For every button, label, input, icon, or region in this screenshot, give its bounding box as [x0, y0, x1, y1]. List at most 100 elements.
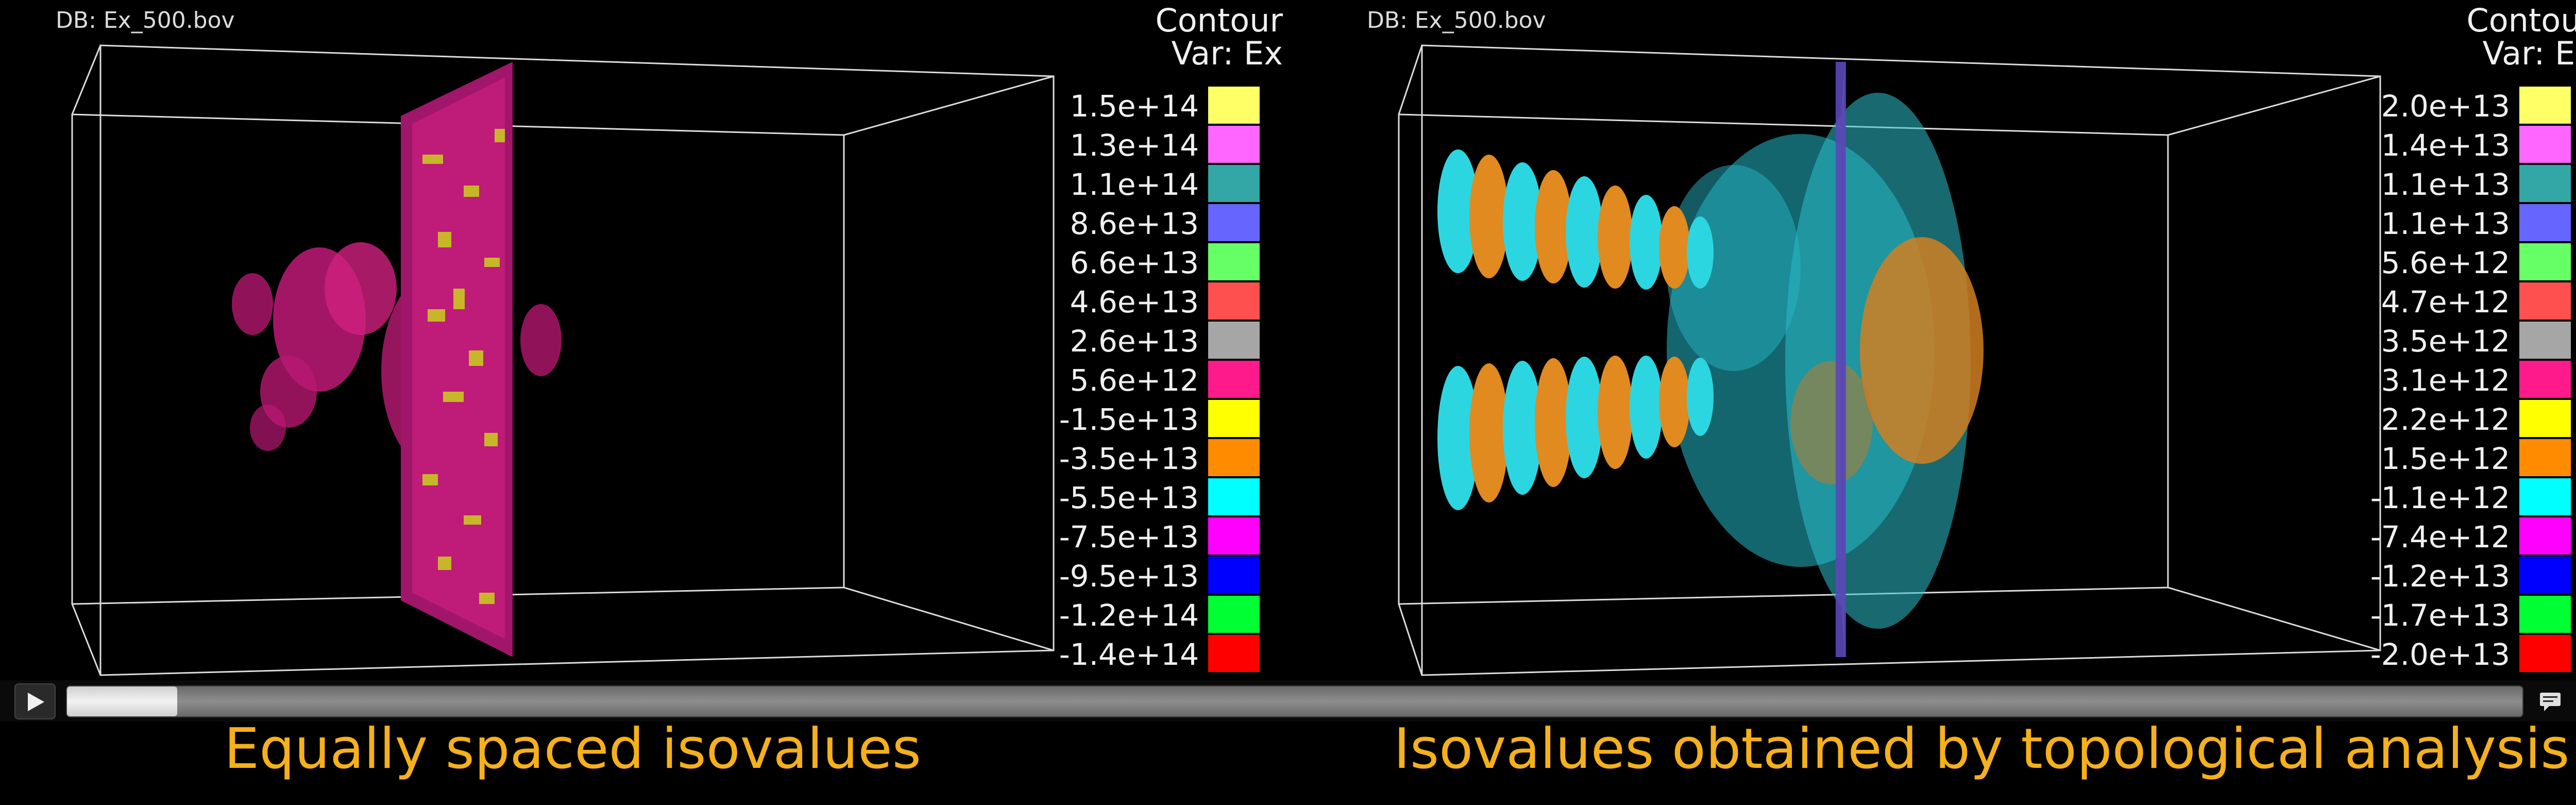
- legend-entry: 1.5e+14: [992, 87, 1260, 126]
- legend-value: 4.6e+13: [1070, 284, 1199, 320]
- legend-swatch: [1208, 361, 1260, 398]
- isosurface-rings-top: [1437, 149, 1714, 290]
- left-3d-scene[interactable]: [0, 0, 1311, 680]
- legend-entry: 1.4e+13: [2303, 126, 2571, 165]
- legend-swatch: [1208, 87, 1260, 124]
- legend-entry: 1.1e+13: [2303, 204, 2571, 243]
- volume-button[interactable]: [2573, 690, 2576, 713]
- legend-value: -5.5e+13: [1059, 480, 1199, 515]
- legend-value: -3.5e+13: [1059, 441, 1199, 476]
- legend-swatch: [2519, 439, 2571, 476]
- captions-icon: [2540, 693, 2561, 711]
- progress-bar-fill: [67, 686, 178, 716]
- legend-swatch: [2519, 165, 2571, 202]
- play-button[interactable]: [14, 683, 56, 719]
- legend-value: -9.5e+13: [1059, 559, 1199, 594]
- legend-entry: 1.5e+12: [2303, 439, 2571, 478]
- legend-entry: 4.7e+12: [2303, 282, 2571, 322]
- legend-swatch: [1208, 165, 1260, 202]
- legend-swatch: [2519, 87, 2571, 124]
- legend-swatch: [1208, 204, 1260, 241]
- legend-value: 6.6e+13: [1070, 245, 1199, 280]
- legend-value: 2.0e+13: [2381, 89, 2510, 124]
- legend-swatch: [1208, 400, 1260, 437]
- legend-value: -1.4e+14: [1059, 637, 1199, 672]
- right-3d-scene[interactable]: [1311, 0, 2576, 680]
- legend-swatch: [2519, 243, 2571, 280]
- legend-entry: -1.1e+12: [2303, 478, 2571, 517]
- legend-value: 3.1e+12: [2381, 363, 2510, 398]
- legend-value: 1.1e+13: [2381, 206, 2510, 241]
- legend-entry: 3.5e+12: [2303, 322, 2571, 361]
- legend-value: 1.1e+14: [1070, 167, 1199, 202]
- legend-entry: 3.1e+12: [2303, 361, 2571, 400]
- legend-swatch: [2519, 361, 2571, 398]
- legend-value: 3.5e+12: [2381, 324, 2510, 359]
- legend-value: 1.1e+13: [2381, 167, 2510, 202]
- isosurface-rings-bottom: [1437, 356, 1714, 510]
- legend-value: -7.5e+13: [1059, 519, 1199, 555]
- legend-swatch: [1208, 243, 1260, 280]
- caption-equally-spaced: Equally spaced isovalues: [224, 717, 922, 781]
- legend-value: 8.6e+13: [1070, 206, 1199, 241]
- legend-swatch: [2519, 478, 2571, 515]
- legend-swatch: [1208, 596, 1260, 633]
- legend-swatch: [2519, 557, 2571, 594]
- legend-swatch: [1208, 126, 1260, 163]
- legend-value: -1.1e+12: [2370, 480, 2510, 515]
- captions-button[interactable]: [2535, 690, 2566, 713]
- legend-value: -7.4e+12: [2370, 519, 2510, 555]
- right-visualization-panel: DB: Ex_500.bov Contour Var: Ex 2.0e+13 1.…: [1311, 0, 2576, 680]
- legend-entry: 5.6e+12: [2303, 243, 2571, 282]
- legend-entry: -3.5e+13: [992, 439, 1260, 478]
- legend-swatch: [1208, 517, 1260, 555]
- legend-entry: 6.6e+13: [992, 243, 1260, 282]
- contour-legend: 1.5e+14 1.3e+14 1.1e+14 8.6e+13 6.6e+13 4.6e+…: [992, 87, 1260, 674]
- legend-swatch: [2519, 596, 2571, 633]
- legend-value: -1.5e+13: [1059, 402, 1199, 437]
- legend-entry: 2.2e+12: [2303, 400, 2571, 439]
- legend-entry: 2.0e+13: [2303, 87, 2571, 126]
- legend-value: -2.0e+13: [2370, 637, 2510, 672]
- isosurface-slab: [1836, 62, 1846, 657]
- legend-entry: -1.2e+14: [992, 596, 1260, 635]
- legend-swatch: [2519, 517, 2571, 555]
- legend-value: 4.7e+12: [2381, 284, 2510, 320]
- legend-swatch: [2519, 126, 2571, 163]
- legend-title: Contour Var: Ex: [1155, 4, 1283, 70]
- legend-entry: -5.5e+13: [992, 478, 1260, 517]
- isosurface-slab: [401, 62, 513, 657]
- legend-entry: 4.6e+13: [992, 282, 1260, 322]
- legend-value: 5.6e+12: [1070, 363, 1199, 398]
- legend-value: -1.2e+13: [2370, 559, 2510, 594]
- legend-swatch: [1208, 439, 1260, 476]
- legend-title: Contour Var: Ex: [2466, 4, 2576, 70]
- legend-title-line2: Var: Ex: [2482, 35, 2576, 72]
- legend-entry: 1.1e+14: [992, 165, 1260, 204]
- database-label: DB: Ex_500.bov: [56, 7, 235, 33]
- legend-title-line2: Var: Ex: [1171, 35, 1283, 72]
- legend-entry: -9.5e+13: [992, 557, 1260, 596]
- progress-bar[interactable]: [66, 685, 2523, 717]
- legend-title-line1: Contour: [1155, 2, 1283, 39]
- database-label: DB: Ex_500.bov: [1367, 7, 1546, 33]
- legend-entry: -1.7e+13: [2303, 596, 2571, 635]
- volume-icon: [2573, 690, 2576, 713]
- legend-swatch: [1208, 282, 1260, 320]
- legend-value: 5.6e+12: [2381, 245, 2510, 280]
- legend-entry: 2.6e+13: [992, 322, 1260, 361]
- legend-entry: 1.1e+13: [2303, 165, 2571, 204]
- legend-entry: -1.2e+13: [2303, 557, 2571, 596]
- legend-value: 1.3e+14: [1070, 128, 1199, 163]
- bounding-box: [71, 44, 1055, 676]
- legend-swatch: [2519, 635, 2571, 672]
- isosurface-orange-cloud: [1790, 237, 1984, 484]
- caption-topological: Isovalues obtained by topological analys…: [1394, 717, 2570, 781]
- legend-entry: 8.6e+13: [992, 204, 1260, 243]
- legend-swatch: [1208, 635, 1260, 672]
- legend-swatch: [2519, 322, 2571, 359]
- legend-value: 2.2e+12: [2381, 402, 2510, 437]
- legend-swatch: [2519, 400, 2571, 437]
- legend-entry: -7.4e+12: [2303, 517, 2571, 557]
- legend-value: 1.5e+12: [2381, 441, 2510, 476]
